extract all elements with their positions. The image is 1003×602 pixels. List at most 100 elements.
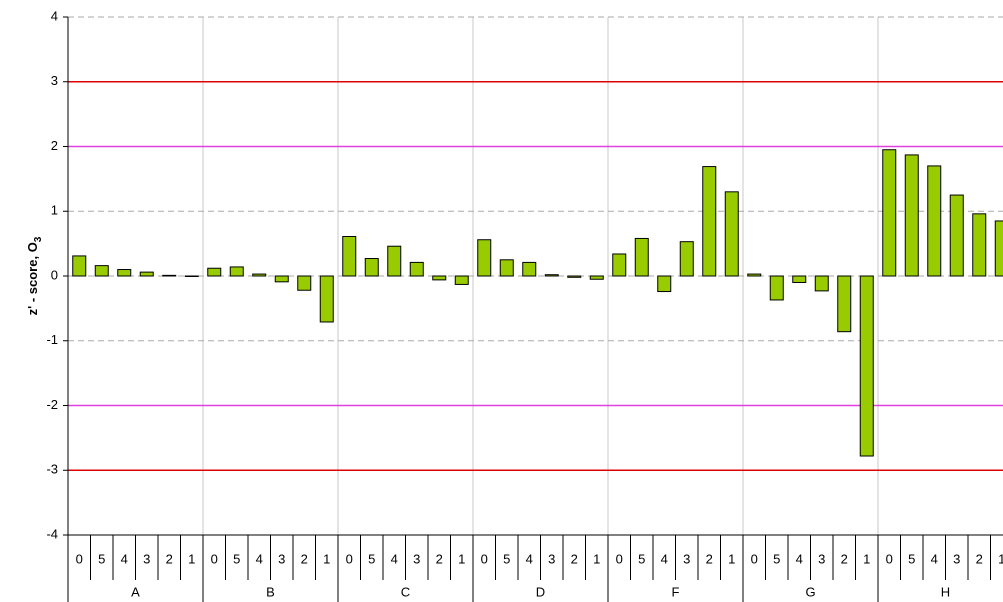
x-tick-label: 1 [998,551,1003,566]
x-tick-label: 2 [436,551,443,566]
x-tick-label: 3 [683,551,690,566]
group-label: A [131,584,140,599]
y-tick-label: -3 [46,462,58,477]
x-tick-label: 0 [751,551,758,566]
bar [724,191,739,277]
bar [949,194,964,277]
x-tick-label: 0 [481,551,488,566]
group-label: C [401,584,410,599]
bar [409,261,424,277]
bar [904,154,919,277]
x-tick-label: 3 [548,551,555,566]
x-tick-label: 5 [503,551,510,566]
bar [567,275,582,278]
group-label: H [941,584,950,599]
x-tick-label: 0 [616,551,623,566]
bar [342,236,357,277]
x-tick-label: 1 [323,551,330,566]
bar [882,149,897,277]
bar [769,275,784,301]
x-tick-label: 2 [706,551,713,566]
x-tick-label: 2 [841,551,848,566]
x-tick-label: 4 [526,551,533,566]
y-tick-label: 3 [51,73,58,88]
bar [432,275,447,281]
bar [634,237,649,277]
bar [927,165,942,277]
y-tick-label: 1 [51,203,58,218]
bar [747,273,762,277]
bar [679,241,694,277]
x-tick-label: 3 [143,551,150,566]
x-tick-label: 3 [953,551,960,566]
bar [814,275,829,292]
bar [184,275,199,277]
x-tick-label: 0 [886,551,893,566]
y-axis-label-text: z' - score, O [25,242,40,315]
y-axis-label-subscript: 3 [33,236,44,242]
x-tick-label: 2 [571,551,578,566]
y-axis-label: z' - score, O3 [25,236,43,315]
bar [207,267,222,277]
bar [139,271,154,277]
y-tick-label: 2 [51,138,58,153]
x-tick-label: 4 [391,551,398,566]
x-tick-label: 5 [233,551,240,566]
y-tick-label: 4 [51,8,58,23]
bar [859,275,874,457]
bar [522,261,537,277]
x-tick-label: 4 [796,551,803,566]
bar [657,275,672,293]
x-tick-label: 4 [661,551,668,566]
group-label: D [536,584,545,599]
x-tick-label: 5 [98,551,105,566]
bar [297,275,312,291]
x-tick-label: 5 [908,551,915,566]
x-tick-label: 1 [458,551,465,566]
bar [972,213,987,277]
bar [274,275,289,283]
bar [499,259,514,277]
x-tick-label: 2 [301,551,308,566]
x-tick-label: 2 [976,551,983,566]
x-tick-label: 3 [818,551,825,566]
x-tick-label: 1 [863,551,870,566]
x-tick-label: 2 [166,551,173,566]
group-label: G [805,584,815,599]
x-tick-label: 4 [931,551,938,566]
bar [454,275,469,285]
bar [994,220,1003,277]
x-tick-label: 1 [593,551,600,566]
group-label: B [266,584,275,599]
x-tick-label: 3 [278,551,285,566]
x-tick-label: 0 [211,551,218,566]
bar [72,255,87,277]
y-tick-label: 0 [51,267,58,282]
x-tick-label: 3 [413,551,420,566]
bar [94,265,109,277]
bar [544,274,559,277]
x-tick-label: 4 [256,551,263,566]
bar [837,275,852,333]
bar [364,258,379,277]
x-tick-label: 1 [188,551,195,566]
x-tick-label: 5 [773,551,780,566]
bar [612,253,627,277]
x-tick-label: 5 [638,551,645,566]
bar [252,273,267,277]
group-label: F [672,584,680,599]
bar [319,275,334,323]
bar [477,239,492,277]
bar [792,275,807,283]
x-tick-label: 1 [728,551,735,566]
bar [229,266,244,277]
x-tick-label: 5 [368,551,375,566]
bar [162,274,177,277]
x-tick-label: 0 [76,551,83,566]
y-tick-label: -2 [46,397,58,412]
y-tick-label: -4 [46,526,58,541]
bar [387,245,402,277]
y-tick-label: -1 [46,332,58,347]
bar [117,269,132,277]
